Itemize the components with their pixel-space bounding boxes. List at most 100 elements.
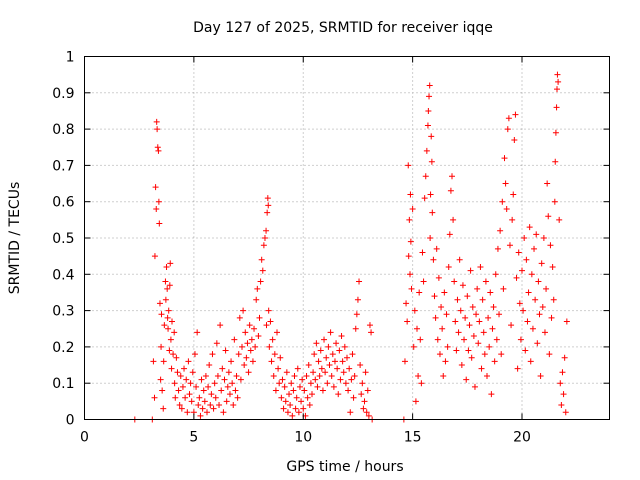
data-point [288,380,295,387]
data-point [442,358,449,365]
data-point [405,253,412,260]
data-point [296,383,303,390]
data-point [154,144,161,151]
data-point [204,409,210,416]
data-point [356,278,363,285]
data-point [290,387,297,394]
data-point [246,322,253,329]
data-point [228,358,235,365]
data-point [182,394,189,401]
y-tick-label: 0.9 [52,86,74,102]
data-point [345,387,352,394]
data-point [346,365,353,372]
data-point [165,325,172,332]
data-point [249,358,256,365]
data-point [279,376,286,383]
data-point [234,394,241,401]
data-point [261,235,268,241]
data-point [322,369,329,376]
data-point [216,401,223,408]
data-point [342,380,349,387]
data-point [201,398,208,405]
data-point [200,387,207,394]
data-point [425,107,432,114]
chart-title: Day 127 of 2025, SRMTID for receiver iqq… [193,20,493,36]
data-point [153,118,160,125]
data-point [270,372,277,379]
data-point [155,198,162,205]
data-point [553,104,560,111]
data-point [337,376,344,383]
data-point [236,314,243,321]
data-point [226,391,233,398]
data-point [199,405,206,412]
data-point [162,296,169,303]
data-point [364,387,371,394]
data-point [161,322,168,329]
data-point [292,405,299,412]
data-point [329,351,336,358]
data-point [548,314,555,321]
data-point [274,329,280,336]
data-point [294,365,301,372]
data-point [466,322,473,329]
data-point [357,362,364,369]
data-point [298,398,305,405]
data-point [237,376,244,383]
y-tick-label: 0.5 [52,231,74,247]
data-point [485,314,492,321]
data-point [156,220,163,227]
data-point [492,271,499,278]
data-point [458,362,465,369]
data-point [335,391,342,398]
data-point [455,329,462,336]
data-point [281,383,288,390]
data-point [299,376,306,383]
data-point [207,401,214,408]
data-point [434,336,441,343]
data-point [293,394,300,401]
data-point [559,369,566,376]
data-point [520,307,527,314]
data-point [306,401,313,408]
data-point [469,303,476,310]
data-point [352,325,359,332]
data-point [211,380,218,387]
data-point [202,372,209,379]
data-point [554,86,560,93]
data-point [504,126,511,133]
data-point [464,293,471,300]
data-point [558,401,565,408]
data-point [321,336,328,343]
data-point [266,343,273,350]
data-point [456,256,463,263]
data-point [186,391,193,398]
data-point [174,369,181,376]
data-point [422,173,429,180]
data-point [229,380,236,387]
data-point [509,216,516,223]
data-point [268,358,275,365]
data-point [533,231,540,238]
data-point [513,274,520,281]
data-point [429,209,436,216]
data-point [254,285,261,292]
data-point [419,249,426,256]
data-point [361,398,368,405]
data-point [433,245,440,252]
data-point [451,278,458,285]
data-point [445,264,452,271]
data-point [330,383,337,390]
data-point [315,358,322,365]
data-point [323,354,330,361]
data-point [164,314,171,321]
data-point [496,311,503,318]
data-point [164,285,171,292]
data-point [428,158,435,165]
data-point [167,336,174,343]
data-point [244,340,251,347]
data-point [475,340,482,347]
data-point [416,289,423,296]
data-point [350,394,357,401]
data-point [150,358,157,365]
